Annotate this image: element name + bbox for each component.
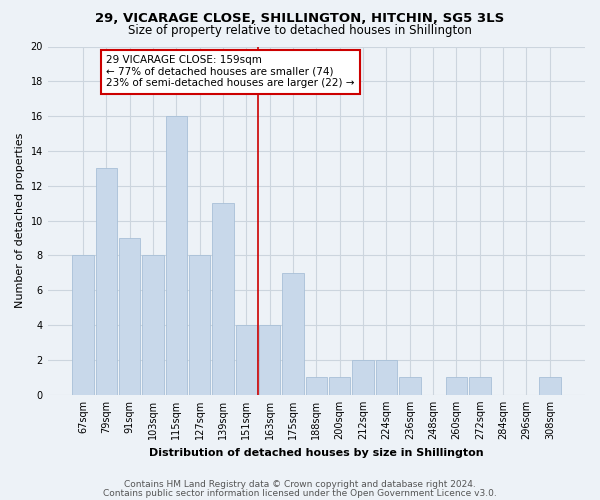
Bar: [189, 256, 211, 395]
Bar: [446, 378, 467, 395]
Bar: [119, 238, 140, 395]
Text: Contains HM Land Registry data © Crown copyright and database right 2024.: Contains HM Land Registry data © Crown c…: [124, 480, 476, 489]
Bar: [305, 378, 327, 395]
Text: Size of property relative to detached houses in Shillington: Size of property relative to detached ho…: [128, 24, 472, 37]
Bar: [259, 325, 280, 395]
Bar: [212, 203, 234, 395]
Bar: [469, 378, 491, 395]
Bar: [283, 273, 304, 395]
Text: 29 VICARAGE CLOSE: 159sqm
← 77% of detached houses are smaller (74)
23% of semi-: 29 VICARAGE CLOSE: 159sqm ← 77% of detac…: [106, 55, 355, 88]
Bar: [329, 378, 350, 395]
Bar: [236, 325, 257, 395]
Text: Contains public sector information licensed under the Open Government Licence v3: Contains public sector information licen…: [103, 488, 497, 498]
Bar: [399, 378, 421, 395]
Bar: [539, 378, 560, 395]
X-axis label: Distribution of detached houses by size in Shillington: Distribution of detached houses by size …: [149, 448, 484, 458]
Bar: [376, 360, 397, 395]
Text: 29, VICARAGE CLOSE, SHILLINGTON, HITCHIN, SG5 3LS: 29, VICARAGE CLOSE, SHILLINGTON, HITCHIN…: [95, 12, 505, 26]
Bar: [352, 360, 374, 395]
Y-axis label: Number of detached properties: Number of detached properties: [15, 133, 25, 308]
Bar: [72, 256, 94, 395]
Bar: [95, 168, 117, 395]
Bar: [142, 256, 164, 395]
Bar: [166, 116, 187, 395]
